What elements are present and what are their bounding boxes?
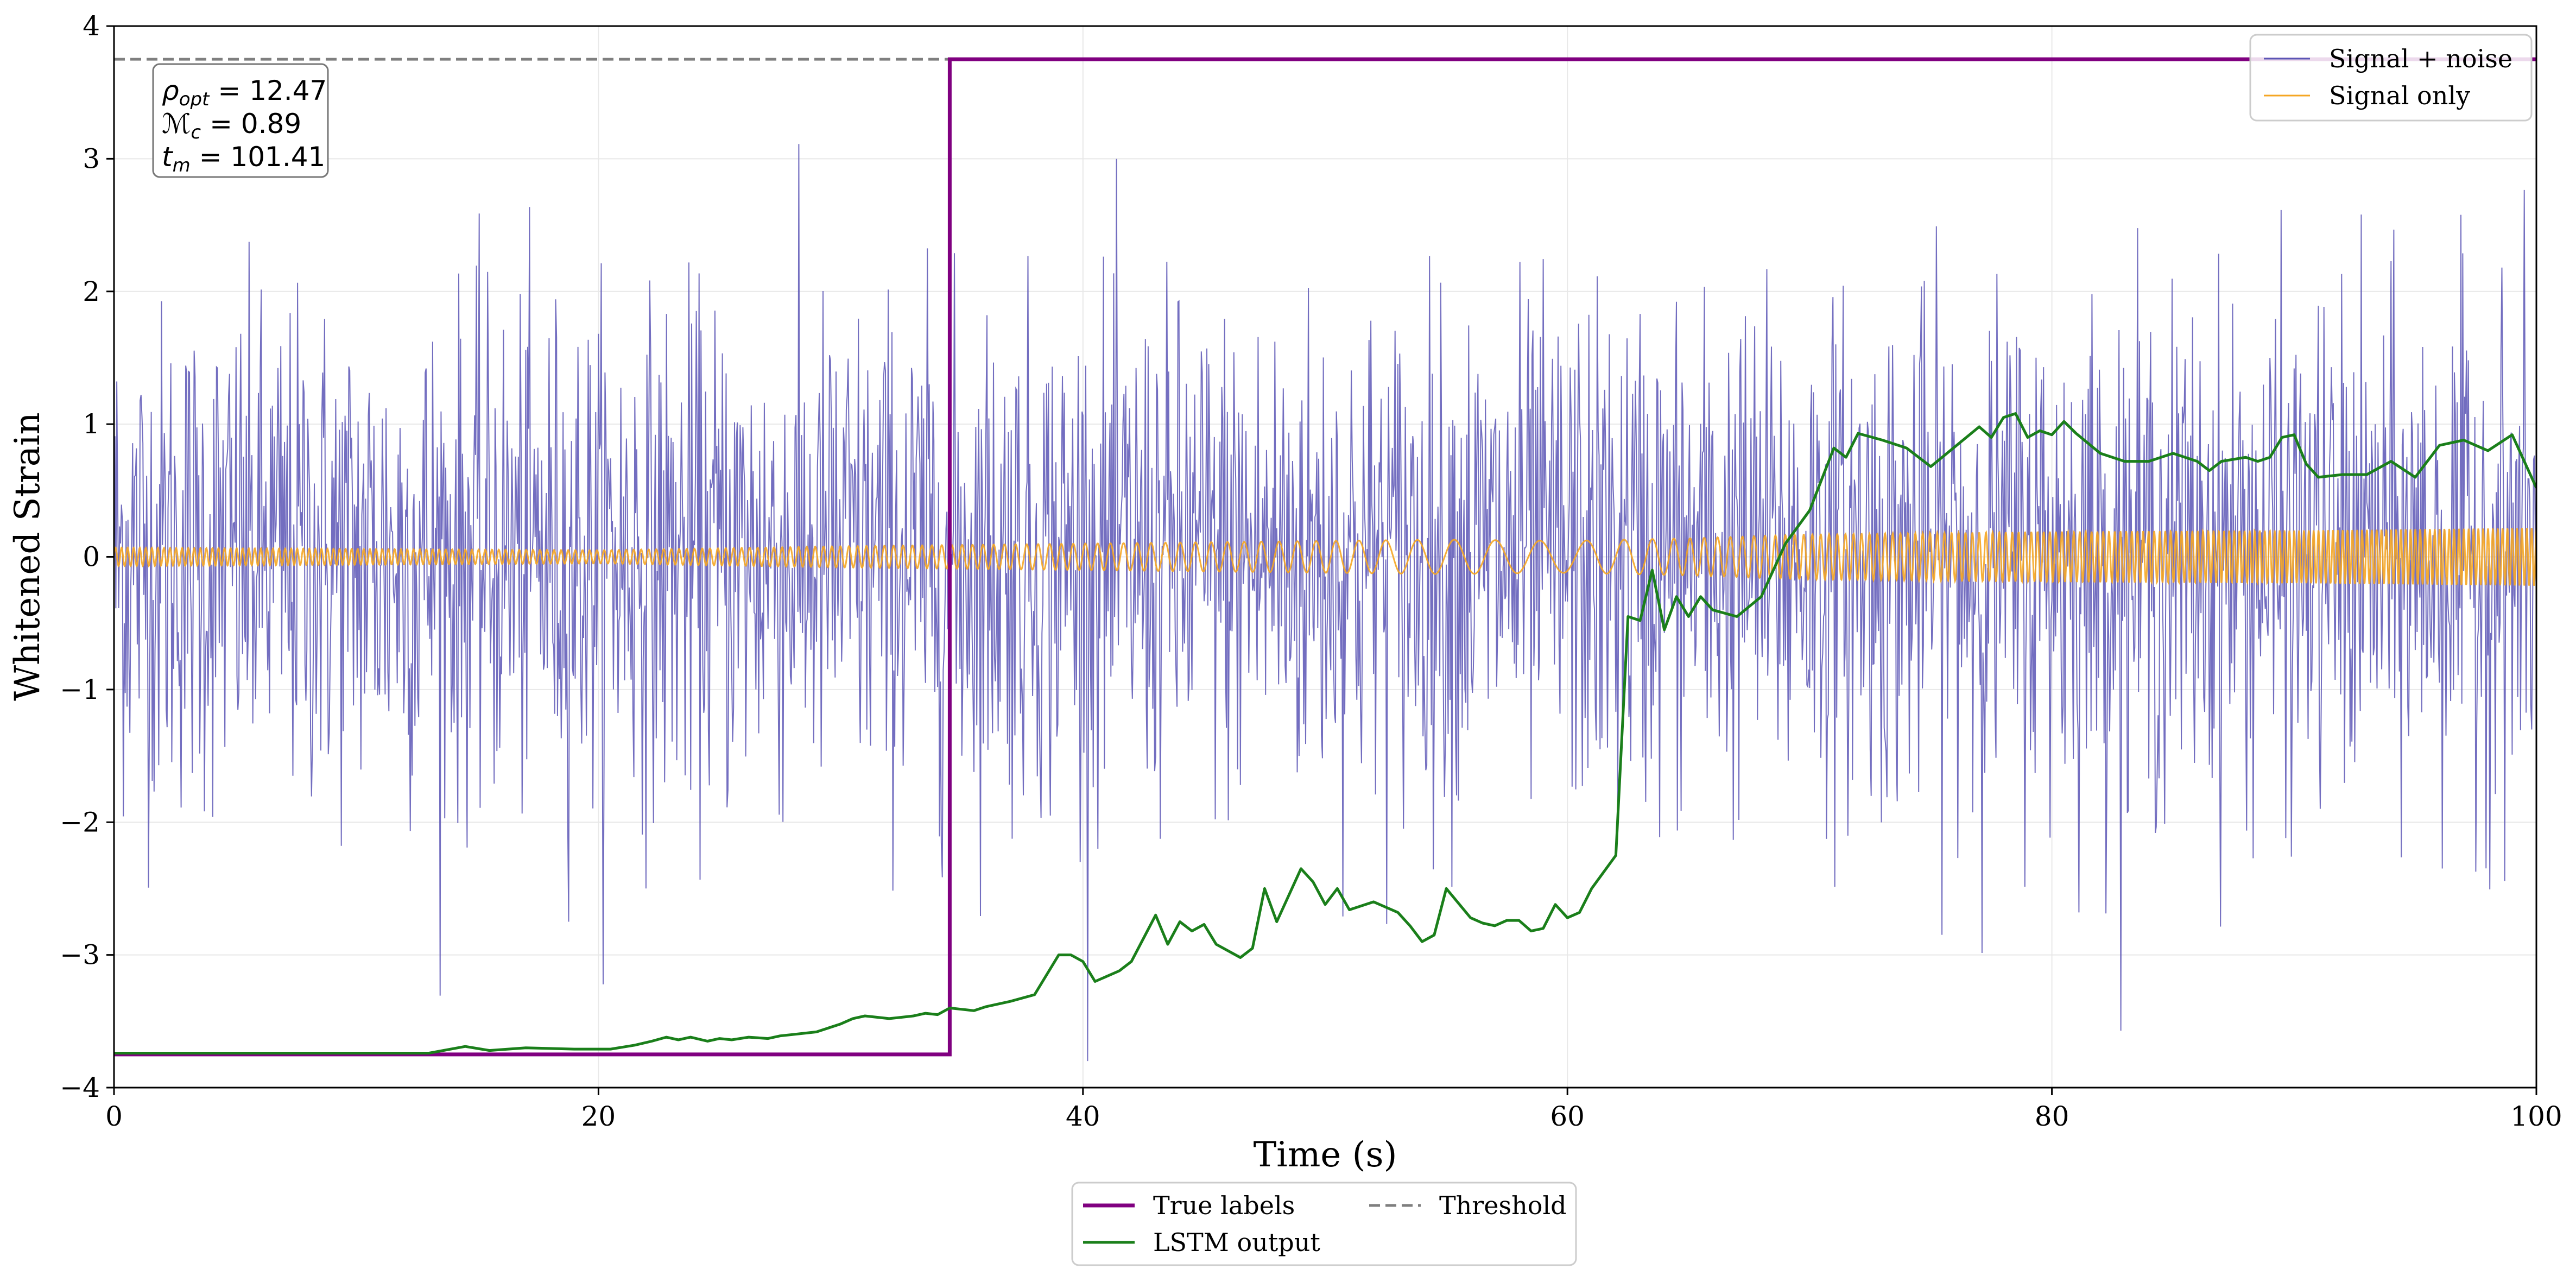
annotation-tm-value: = 101.41 (191, 141, 326, 173)
true-labels-line (114, 57, 2536, 1057)
lstm-output-line (114, 412, 2536, 1054)
y-tick-label: 2 (83, 276, 100, 307)
legend-signal-only-label: Signal only (2329, 81, 2470, 110)
x-tick-label: 100 (2510, 1101, 2562, 1132)
annotation-rho: ρopt = 12.47 (162, 75, 327, 110)
annotation-tm-sub: m (173, 155, 191, 176)
y-tick-label: −2 (60, 806, 100, 838)
annotation-rho-symbol: ρ (162, 75, 179, 106)
legend-threshold-label: Threshold (1439, 1191, 1567, 1220)
axis-ticks: 0 20 40 60 80 100 −4 −3 −2 −1 0 1 2 3 4 (60, 10, 2562, 1132)
x-tick-label: 60 (1550, 1101, 1585, 1132)
legend-signal-noise-label: Signal + noise (2329, 44, 2512, 73)
legend-lstm-output-label: LSTM output (1153, 1228, 1320, 1257)
annotation-mc-sub: c (191, 122, 201, 143)
x-tick-label: 20 (581, 1101, 616, 1132)
annotation-mc-symbol: ℳ (162, 108, 191, 140)
legend-true-labels-label: True labels (1153, 1191, 1295, 1220)
annotation-box: ρopt = 12.47 ℳc = 0.89 tm = 101.41 (152, 63, 329, 178)
legend-upper-frame (2249, 34, 2533, 122)
signal-only-line (114, 528, 2536, 586)
y-tick-label: −1 (60, 674, 100, 705)
signal-noise-line (114, 144, 2536, 1062)
annotation-rho-value: = 12.47 (209, 75, 327, 106)
legend-lower-frame (1071, 1182, 1577, 1266)
y-tick-label: 1 (83, 408, 100, 440)
annotation-mc-value: = 0.89 (201, 108, 301, 140)
annotation-rho-sub: opt (179, 89, 210, 110)
y-tick-label: −4 (60, 1072, 100, 1103)
plot-area (114, 57, 2536, 1062)
y-tick-label: 3 (83, 143, 100, 174)
x-axis-label: Time (s) (1254, 1135, 1397, 1175)
x-tick-label: 40 (1066, 1101, 1100, 1132)
y-axis-label: Whitened Strain (8, 412, 48, 700)
legend-upper: Signal + noise Signal only (2249, 34, 2533, 122)
x-tick-label: 80 (2035, 1101, 2069, 1132)
y-tick-label: 4 (83, 10, 100, 42)
annotation-tm: tm = 101.41 (162, 141, 325, 176)
y-tick-label: −3 (60, 939, 100, 971)
y-tick-label: 0 (83, 541, 100, 573)
x-tick-label: 0 (105, 1101, 123, 1132)
annotation-frame (152, 63, 329, 178)
annotation-mc: ℳc = 0.89 (162, 108, 301, 143)
legend-lower: True labels LSTM output Threshold (1071, 1182, 1577, 1266)
annotation-tm-symbol: t (162, 141, 174, 173)
